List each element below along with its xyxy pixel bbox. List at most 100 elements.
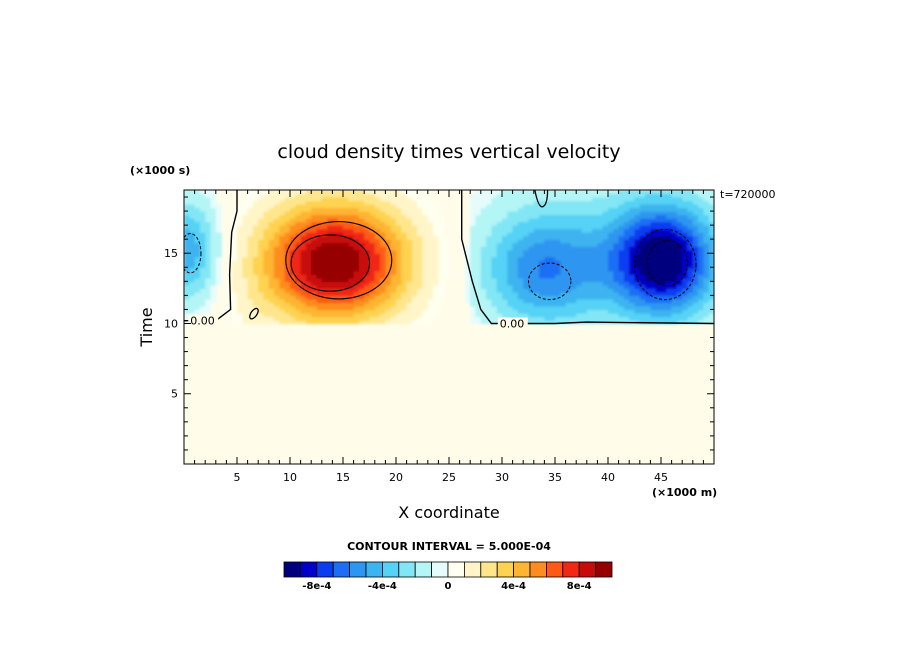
- heatmap-cell: [464, 288, 471, 293]
- heatmap-cell: [374, 214, 381, 219]
- heatmap-cell: [639, 291, 646, 296]
- heatmap-cell: [676, 267, 683, 272]
- heatmap-cell: [608, 291, 614, 296]
- heatmap-cell: [353, 232, 360, 237]
- heatmap-cell: [698, 277, 704, 282]
- heatmap-cell: [237, 221, 243, 226]
- heatmap-cell: [321, 200, 328, 205]
- heatmap-cell: [385, 316, 392, 321]
- heatmap-cell: [258, 228, 265, 233]
- heatmap-cell: [353, 302, 360, 307]
- heatmap-cell: [581, 207, 588, 212]
- heatmap-cell: [390, 316, 397, 321]
- heatmap-cell: [533, 246, 540, 251]
- heatmap-cell: [698, 270, 704, 275]
- heatmap-cell: [380, 319, 386, 325]
- heatmap-cell: [252, 228, 259, 233]
- heatmap-cell: [184, 207, 190, 212]
- heatmap-cell: [364, 232, 371, 237]
- heatmap-cell: [237, 260, 243, 265]
- heatmap-cell: [433, 232, 439, 237]
- heatmap-cell: [581, 260, 588, 265]
- heatmap-cell: [337, 200, 344, 205]
- heatmap-cell: [549, 232, 556, 237]
- heatmap-cell: [427, 211, 434, 216]
- heatmap-cell: [634, 193, 641, 198]
- heatmap-cell: [576, 277, 583, 282]
- heatmap-cell: [321, 284, 328, 289]
- heatmap-cell: [327, 298, 333, 304]
- heatmap-cell: [268, 281, 275, 286]
- heatmap-cell: [464, 277, 471, 282]
- heatmap-cell: [703, 197, 710, 202]
- heatmap-cell: [295, 274, 302, 279]
- heatmap-cell: [592, 291, 598, 296]
- heatmap-cell: [645, 232, 651, 237]
- heatmap-cell: [470, 253, 477, 258]
- heatmap-cell: [708, 270, 714, 275]
- heatmap-cell: [215, 260, 222, 265]
- colorbar-swatch: [578, 561, 597, 578]
- heatmap-cell: [666, 256, 673, 261]
- heatmap-cell: [327, 211, 333, 216]
- heatmap-cell: [443, 270, 450, 275]
- heatmap-cell: [470, 204, 477, 209]
- heatmap-cell: [549, 239, 556, 244]
- heatmap-cell: [576, 256, 583, 261]
- heatmap-cell: [385, 277, 392, 282]
- heatmap-cell: [231, 295, 238, 300]
- heatmap-cell: [586, 207, 593, 212]
- heatmap-cell: [480, 284, 487, 289]
- heatmap-cell: [210, 249, 217, 254]
- heatmap-cell: [369, 281, 376, 286]
- colorbar-swatch: [332, 561, 351, 578]
- heatmap-cell: [316, 214, 323, 219]
- heatmap-cell: [268, 253, 275, 258]
- heatmap-cell: [337, 298, 344, 304]
- heatmap-cell: [682, 200, 689, 205]
- heatmap-cell: [189, 263, 196, 268]
- heatmap-cell: [581, 267, 588, 272]
- heatmap-cell: [199, 211, 206, 216]
- heatmap-cell: [364, 288, 371, 293]
- heatmap-cell: [316, 207, 323, 212]
- heatmap-cell: [650, 263, 657, 268]
- heatmap-cell: [215, 207, 222, 212]
- heatmap-cell: [438, 274, 445, 279]
- heatmap-cell: [300, 190, 307, 195]
- heatmap-cell: [295, 270, 302, 275]
- heatmap-cell: [406, 204, 413, 209]
- heatmap-cell: [570, 284, 577, 289]
- heatmap-cell: [348, 274, 355, 279]
- heatmap-cell: [231, 298, 238, 304]
- heatmap-cell: [274, 312, 280, 318]
- heatmap-cell: [560, 291, 567, 296]
- heatmap-cell: [480, 246, 487, 251]
- heatmap-cell: [539, 263, 545, 268]
- heatmap-cell: [401, 316, 408, 321]
- heatmap-cell: [337, 302, 344, 307]
- heatmap-cell: [242, 319, 249, 325]
- heatmap-cell: [401, 270, 408, 275]
- heatmap-cell: [369, 246, 376, 251]
- heatmap-cell: [390, 267, 397, 272]
- heatmap-cell: [184, 239, 190, 244]
- heatmap-cell: [311, 204, 318, 209]
- heatmap-cell: [480, 260, 487, 265]
- heatmap-cell: [443, 249, 450, 254]
- heatmap-cell: [655, 288, 662, 293]
- heatmap-cell: [560, 190, 567, 195]
- heatmap-cell: [199, 302, 206, 307]
- heatmap-cell: [210, 288, 217, 293]
- heatmap-cell: [199, 242, 206, 247]
- heatmap-cell: [263, 256, 270, 261]
- heatmap-cell: [427, 288, 434, 293]
- heatmap-cell: [210, 218, 217, 223]
- heatmap-cell: [507, 235, 514, 240]
- heatmap-cell: [692, 288, 699, 293]
- heatmap-cell: [687, 302, 694, 307]
- heatmap-cell: [608, 253, 614, 258]
- heatmap-cell: [666, 295, 673, 300]
- heatmap-cell: [205, 193, 212, 198]
- heatmap-cell: [576, 253, 583, 258]
